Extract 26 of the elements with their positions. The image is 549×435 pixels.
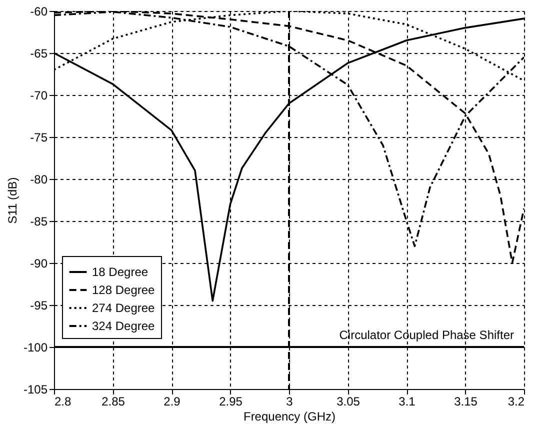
y-axis-title: S11 (dB) (5, 177, 20, 224)
y-tick-label: -95 (30, 298, 48, 312)
y-tick-label: -100 (23, 340, 48, 354)
y-tick-label: -60 (30, 4, 48, 18)
x-tick-label: 3.05 (336, 394, 360, 408)
y-tick-label: -70 (30, 88, 48, 102)
y-tick-label: -105 (23, 382, 48, 396)
legend-label: 128 Degree (92, 283, 156, 297)
x-tick-label: 2.9 (164, 394, 181, 408)
x-tick-label: 3.15 (454, 394, 478, 408)
x-axis-title: Frequency (GHz) (243, 410, 336, 424)
x-tick-label: 2.95 (219, 394, 243, 408)
legend-label: 274 Degree (92, 301, 156, 315)
x-tick-label: 2.85 (102, 394, 126, 408)
legend-label: 18 Degree (92, 265, 148, 279)
x-tick-label: 3 (286, 394, 294, 408)
x-tick-label: 2.8 (54, 394, 72, 408)
ref-line-label: Circulator Coupled Phase Shifter (339, 328, 514, 342)
y-tick-label: -90 (30, 256, 48, 270)
y-tick-label: -75 (30, 130, 48, 144)
legend-label: 324 Degree (92, 319, 156, 333)
y-tick-label: -80 (30, 172, 48, 186)
x-tick-label: 3.2 (508, 394, 525, 408)
x-tick-label: 3.1 (398, 394, 416, 408)
y-tick-label: -65 (30, 46, 48, 60)
y-tick-label: -85 (30, 214, 48, 228)
